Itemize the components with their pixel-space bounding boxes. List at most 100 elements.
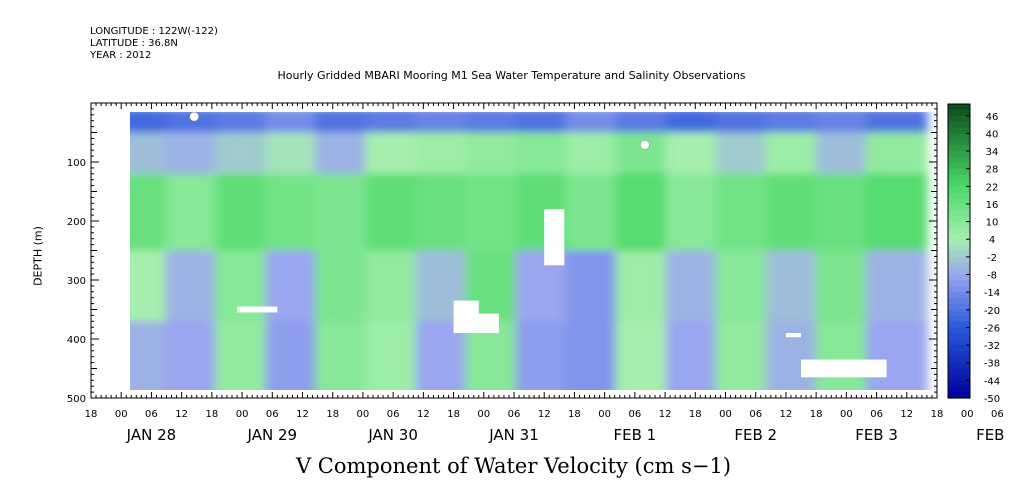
colorbar-segment bbox=[948, 162, 970, 170]
colorbar-segment bbox=[948, 386, 970, 393]
colorbar-segment bbox=[948, 309, 970, 317]
x-date-label: JAN 29 bbox=[247, 426, 298, 444]
colorbar-segment bbox=[948, 215, 970, 223]
x-date-label: JAN 31 bbox=[488, 426, 539, 444]
x-hour-label: 06 bbox=[870, 409, 883, 420]
colorbar-segment bbox=[948, 145, 970, 152]
colorbar-segment bbox=[948, 180, 970, 187]
colorbar-segment bbox=[948, 115, 970, 123]
colorbar-segment bbox=[948, 203, 970, 211]
y-tick-label: 400 bbox=[67, 335, 86, 346]
x-date-label: FEB 4 bbox=[976, 426, 1009, 444]
colorbar-segment bbox=[948, 233, 970, 240]
x-hour-label: 00 bbox=[840, 409, 853, 420]
missing-data-gap-5 bbox=[801, 359, 887, 378]
colorbar-tick-label: 10 bbox=[986, 218, 999, 229]
colorbar-segment bbox=[948, 345, 970, 352]
heatmap-field bbox=[130, 112, 928, 390]
colorbar-segment bbox=[948, 239, 970, 246]
colorbar-segment bbox=[948, 133, 970, 140]
colorbar-segment bbox=[948, 362, 970, 370]
heatmap-cell-4-15 bbox=[865, 321, 928, 390]
x-hour-label: 00 bbox=[115, 409, 128, 420]
colorbar-tick-label: 46 bbox=[986, 112, 999, 123]
colorbar-segment bbox=[948, 368, 970, 376]
x-hour-label: 00 bbox=[719, 409, 732, 420]
x-hour-label: 00 bbox=[961, 409, 974, 420]
colorbar-tick-label: -14 bbox=[984, 288, 1000, 299]
colorbar-segment bbox=[948, 168, 970, 176]
colorbar-segment bbox=[948, 280, 970, 287]
x-axis: 18 00 06 12 18 00 06 12 18 00 06 12 18 00 06 12 18 00 06 12… bbox=[85, 103, 1009, 444]
colorbar-tick-label: -2 bbox=[987, 253, 997, 264]
colorbar-segment bbox=[948, 286, 970, 293]
x-date-label: FEB 2 bbox=[734, 426, 777, 444]
y-tick-label: 500 bbox=[67, 394, 86, 405]
colorbar-segment bbox=[948, 151, 970, 158]
colorbar-segment bbox=[948, 127, 970, 134]
colorbar-segment bbox=[948, 321, 970, 329]
colorbar-tick-label: -8 bbox=[987, 271, 997, 282]
colorbar-segment bbox=[948, 339, 970, 346]
x-hour-label: 18 bbox=[568, 409, 581, 420]
x-hour-label: 06 bbox=[266, 409, 279, 420]
colorbar-segment bbox=[948, 174, 970, 182]
colorbar-segment bbox=[948, 292, 970, 299]
x-hour-label: 18 bbox=[810, 409, 823, 420]
colorbar-segment bbox=[948, 251, 970, 258]
colorbar-tick-label: 28 bbox=[986, 165, 999, 176]
colorbar-tick-label: 22 bbox=[986, 182, 999, 193]
colorbar-segment bbox=[948, 356, 970, 364]
chart-title: Hourly Gridded MBARI Mooring M1 Sea Wate… bbox=[277, 69, 746, 82]
y-tick-label: 300 bbox=[67, 276, 86, 287]
x-hour-label: 12 bbox=[175, 409, 188, 420]
colorbar-segment bbox=[948, 186, 970, 193]
colorbar-tick-label: -44 bbox=[984, 376, 1000, 387]
year-label: YEAR : 2012 bbox=[90, 50, 152, 61]
x-hour-label: 18 bbox=[326, 409, 339, 420]
x-hour-label: 00 bbox=[598, 409, 611, 420]
colorbar-segment bbox=[948, 333, 970, 340]
x-hour-label: 18 bbox=[447, 409, 460, 420]
colorbar-tick-label: -26 bbox=[984, 323, 1000, 334]
missing-data-gap-1 bbox=[453, 300, 479, 334]
colorbar-tick-label: 4 bbox=[989, 235, 995, 246]
x-hour-label: 18 bbox=[85, 409, 98, 420]
x-hour-label: 12 bbox=[780, 409, 793, 420]
colorbar-segment bbox=[948, 315, 970, 323]
colorbar-segment bbox=[948, 192, 970, 199]
x-hour-label: 12 bbox=[417, 409, 430, 420]
colorbar-segment bbox=[948, 209, 970, 217]
colorbar-tick-label: 40 bbox=[986, 129, 999, 140]
missing-data-gaps bbox=[189, 111, 887, 378]
x-hour-label: 18 bbox=[931, 409, 944, 420]
x-date-label: JAN 28 bbox=[126, 426, 177, 444]
colorbar-segment bbox=[948, 121, 970, 129]
colorbar-tick-label: -50 bbox=[984, 394, 1000, 405]
colorbar-segment bbox=[948, 298, 970, 305]
heatmap-cell-3-15 bbox=[865, 250, 928, 334]
colorbar-segment bbox=[948, 221, 970, 229]
x-hour-label: 18 bbox=[689, 409, 702, 420]
colorbar-segment bbox=[948, 139, 970, 146]
x-date-label: FEB 3 bbox=[855, 426, 898, 444]
x-hour-label: 06 bbox=[387, 409, 400, 420]
x-hour-label: 06 bbox=[991, 409, 1004, 420]
x-hour-label: 06 bbox=[628, 409, 641, 420]
missing-data-dot-0 bbox=[189, 111, 199, 122]
colorbar-segment bbox=[948, 374, 970, 381]
colorbar-segment bbox=[948, 392, 970, 399]
colorbar-segment bbox=[948, 380, 970, 387]
colorbar-segment bbox=[948, 104, 970, 111]
missing-data-gap-2 bbox=[478, 313, 499, 334]
colorbar-tick-label: 16 bbox=[986, 200, 999, 211]
longitude-label: LONGITUDE : 122W(-122) bbox=[90, 26, 218, 37]
colorbar-tick-label: -38 bbox=[984, 359, 1000, 370]
missing-data-gap-0 bbox=[237, 306, 278, 313]
y-axis: 100 200 300 400 500 bbox=[67, 108, 937, 405]
x-date-label: JAN 30 bbox=[367, 426, 418, 444]
colorbar-segment bbox=[948, 303, 970, 311]
colorbar-segment bbox=[948, 156, 970, 164]
missing-data-gap-3 bbox=[544, 209, 565, 266]
